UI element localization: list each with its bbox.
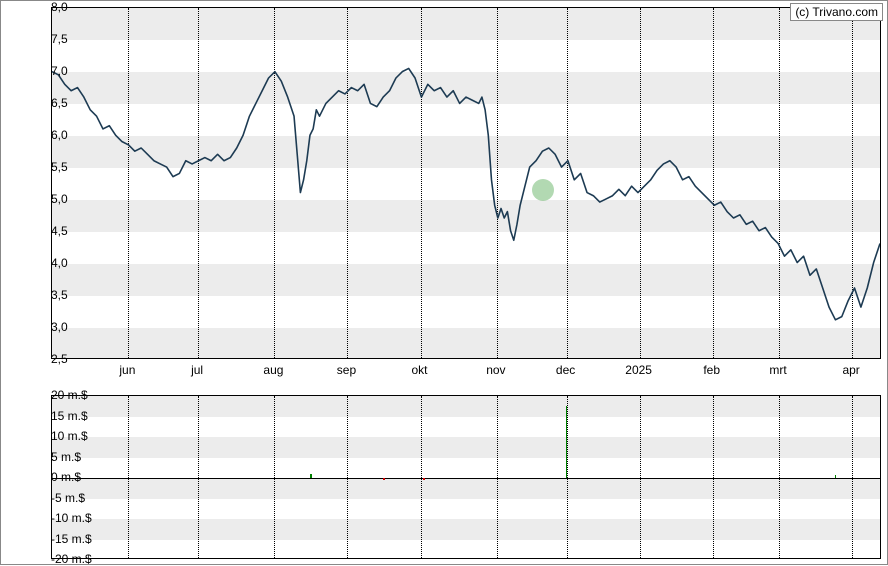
xtick-label: feb [703,363,720,377]
price-line-series [52,8,880,358]
xtick-label: sep [337,363,356,377]
volume-bar [566,406,568,478]
volume-bar [310,474,312,478]
xtick-label: nov [486,363,505,377]
stock-chart-container: (c) Trivano.com 2,53,03,54,04,55,05,56,0… [0,0,888,565]
xtick-label: aug [263,363,283,377]
volume-chart-panel [51,395,881,559]
xtick-label: jul [191,363,203,377]
price-chart-panel [51,7,881,359]
xtick-label: dec [556,363,575,377]
xtick-label: okt [412,363,428,377]
volume-bar [423,478,425,480]
xtick-label: mrt [769,363,786,377]
xtick-label: jun [119,363,135,377]
xtick-label: 2025 [625,363,652,377]
attribution-label: (c) Trivano.com [790,3,883,21]
volume-bar [383,478,385,480]
xtick-label: apr [842,363,859,377]
volume-bar [835,475,837,478]
